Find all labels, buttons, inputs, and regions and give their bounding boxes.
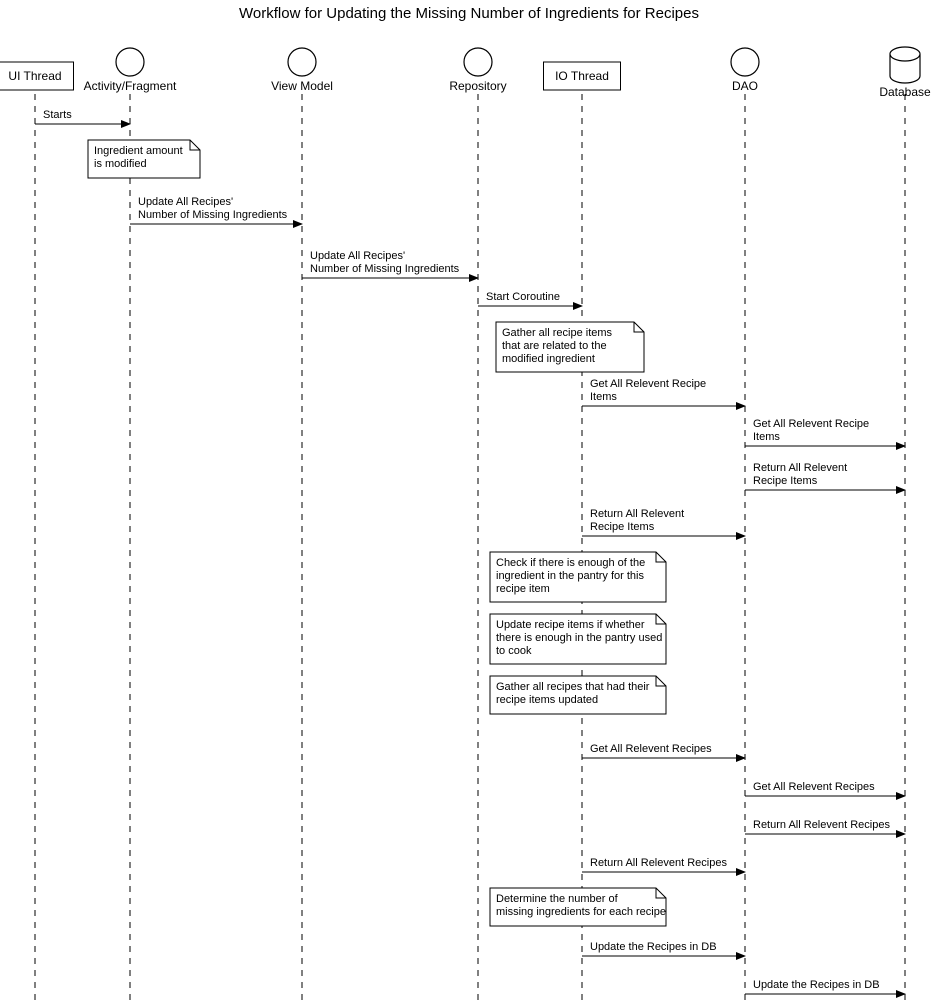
message-label-13: Update the Recipes in DB	[753, 979, 880, 991]
message-label-3: Start Coroutine	[486, 291, 560, 303]
message-label-4: Get All Relevent RecipeItems	[590, 378, 706, 403]
note-1: Gather all recipe itemsthat are related …	[496, 322, 644, 372]
actor-vm: View Model	[271, 48, 333, 93]
actor-heads: UI Thread Activity/Fragment View Model Repo…	[0, 47, 931, 99]
svg-text:IO Thread: IO Thread	[555, 69, 609, 83]
note-5: Determine the number ofmissing ingredien…	[490, 888, 666, 926]
note-0: Ingredient amountis modified	[88, 140, 200, 178]
note-3: Update recipe items if whetherthere is e…	[490, 614, 666, 664]
actor-repo: Repository	[449, 48, 506, 93]
svg-text:DAO: DAO	[732, 79, 758, 93]
message-label-9: Get All Relevent Recipes	[753, 781, 875, 793]
message-label-0: Starts	[43, 109, 72, 121]
message-label-6: Return All ReleventRecipe Items	[753, 462, 847, 487]
message-label-5: Get All Relevent RecipeItems	[753, 418, 869, 443]
message-label-11: Return All Relevent Recipes	[590, 857, 727, 869]
actor-act: Activity/Fragment	[84, 48, 177, 93]
svg-text:Activity/Fragment: Activity/Fragment	[84, 79, 177, 93]
note-2: Check if there is enough of theingredien…	[490, 552, 666, 602]
message-label-1: Update All Recipes'Number of Missing Ing…	[138, 196, 288, 221]
message-label-2: Update All Recipes'Number of Missing Ing…	[310, 250, 460, 275]
actor-io: IO Thread	[544, 62, 621, 90]
svg-text:Database: Database	[879, 85, 931, 99]
note-4: Gather all recipes that had theirrecipe …	[490, 676, 666, 714]
actor-dao: DAO	[731, 48, 759, 93]
svg-text:Repository: Repository	[449, 79, 506, 93]
messages: Starts Update All Recipes'Number of Missi…	[35, 109, 905, 994]
message-label-12: Update the Recipes in DB	[590, 941, 717, 953]
actor-db: Database	[879, 47, 931, 99]
diagram-title: Workflow for Updating the Missing Number…	[239, 5, 699, 22]
message-label-10: Return All Relevent Recipes	[753, 819, 890, 831]
lifelines	[35, 94, 905, 1005]
sequence-diagram: Workflow for Updating the Missing Number…	[0, 0, 938, 1005]
svg-text:View Model: View Model	[271, 79, 333, 93]
message-label-8: Get All Relevent Recipes	[590, 743, 712, 755]
svg-text:UI Thread: UI Thread	[8, 69, 61, 83]
message-label-7: Return All ReleventRecipe Items	[590, 508, 684, 533]
actor-ui: UI Thread	[0, 62, 74, 90]
